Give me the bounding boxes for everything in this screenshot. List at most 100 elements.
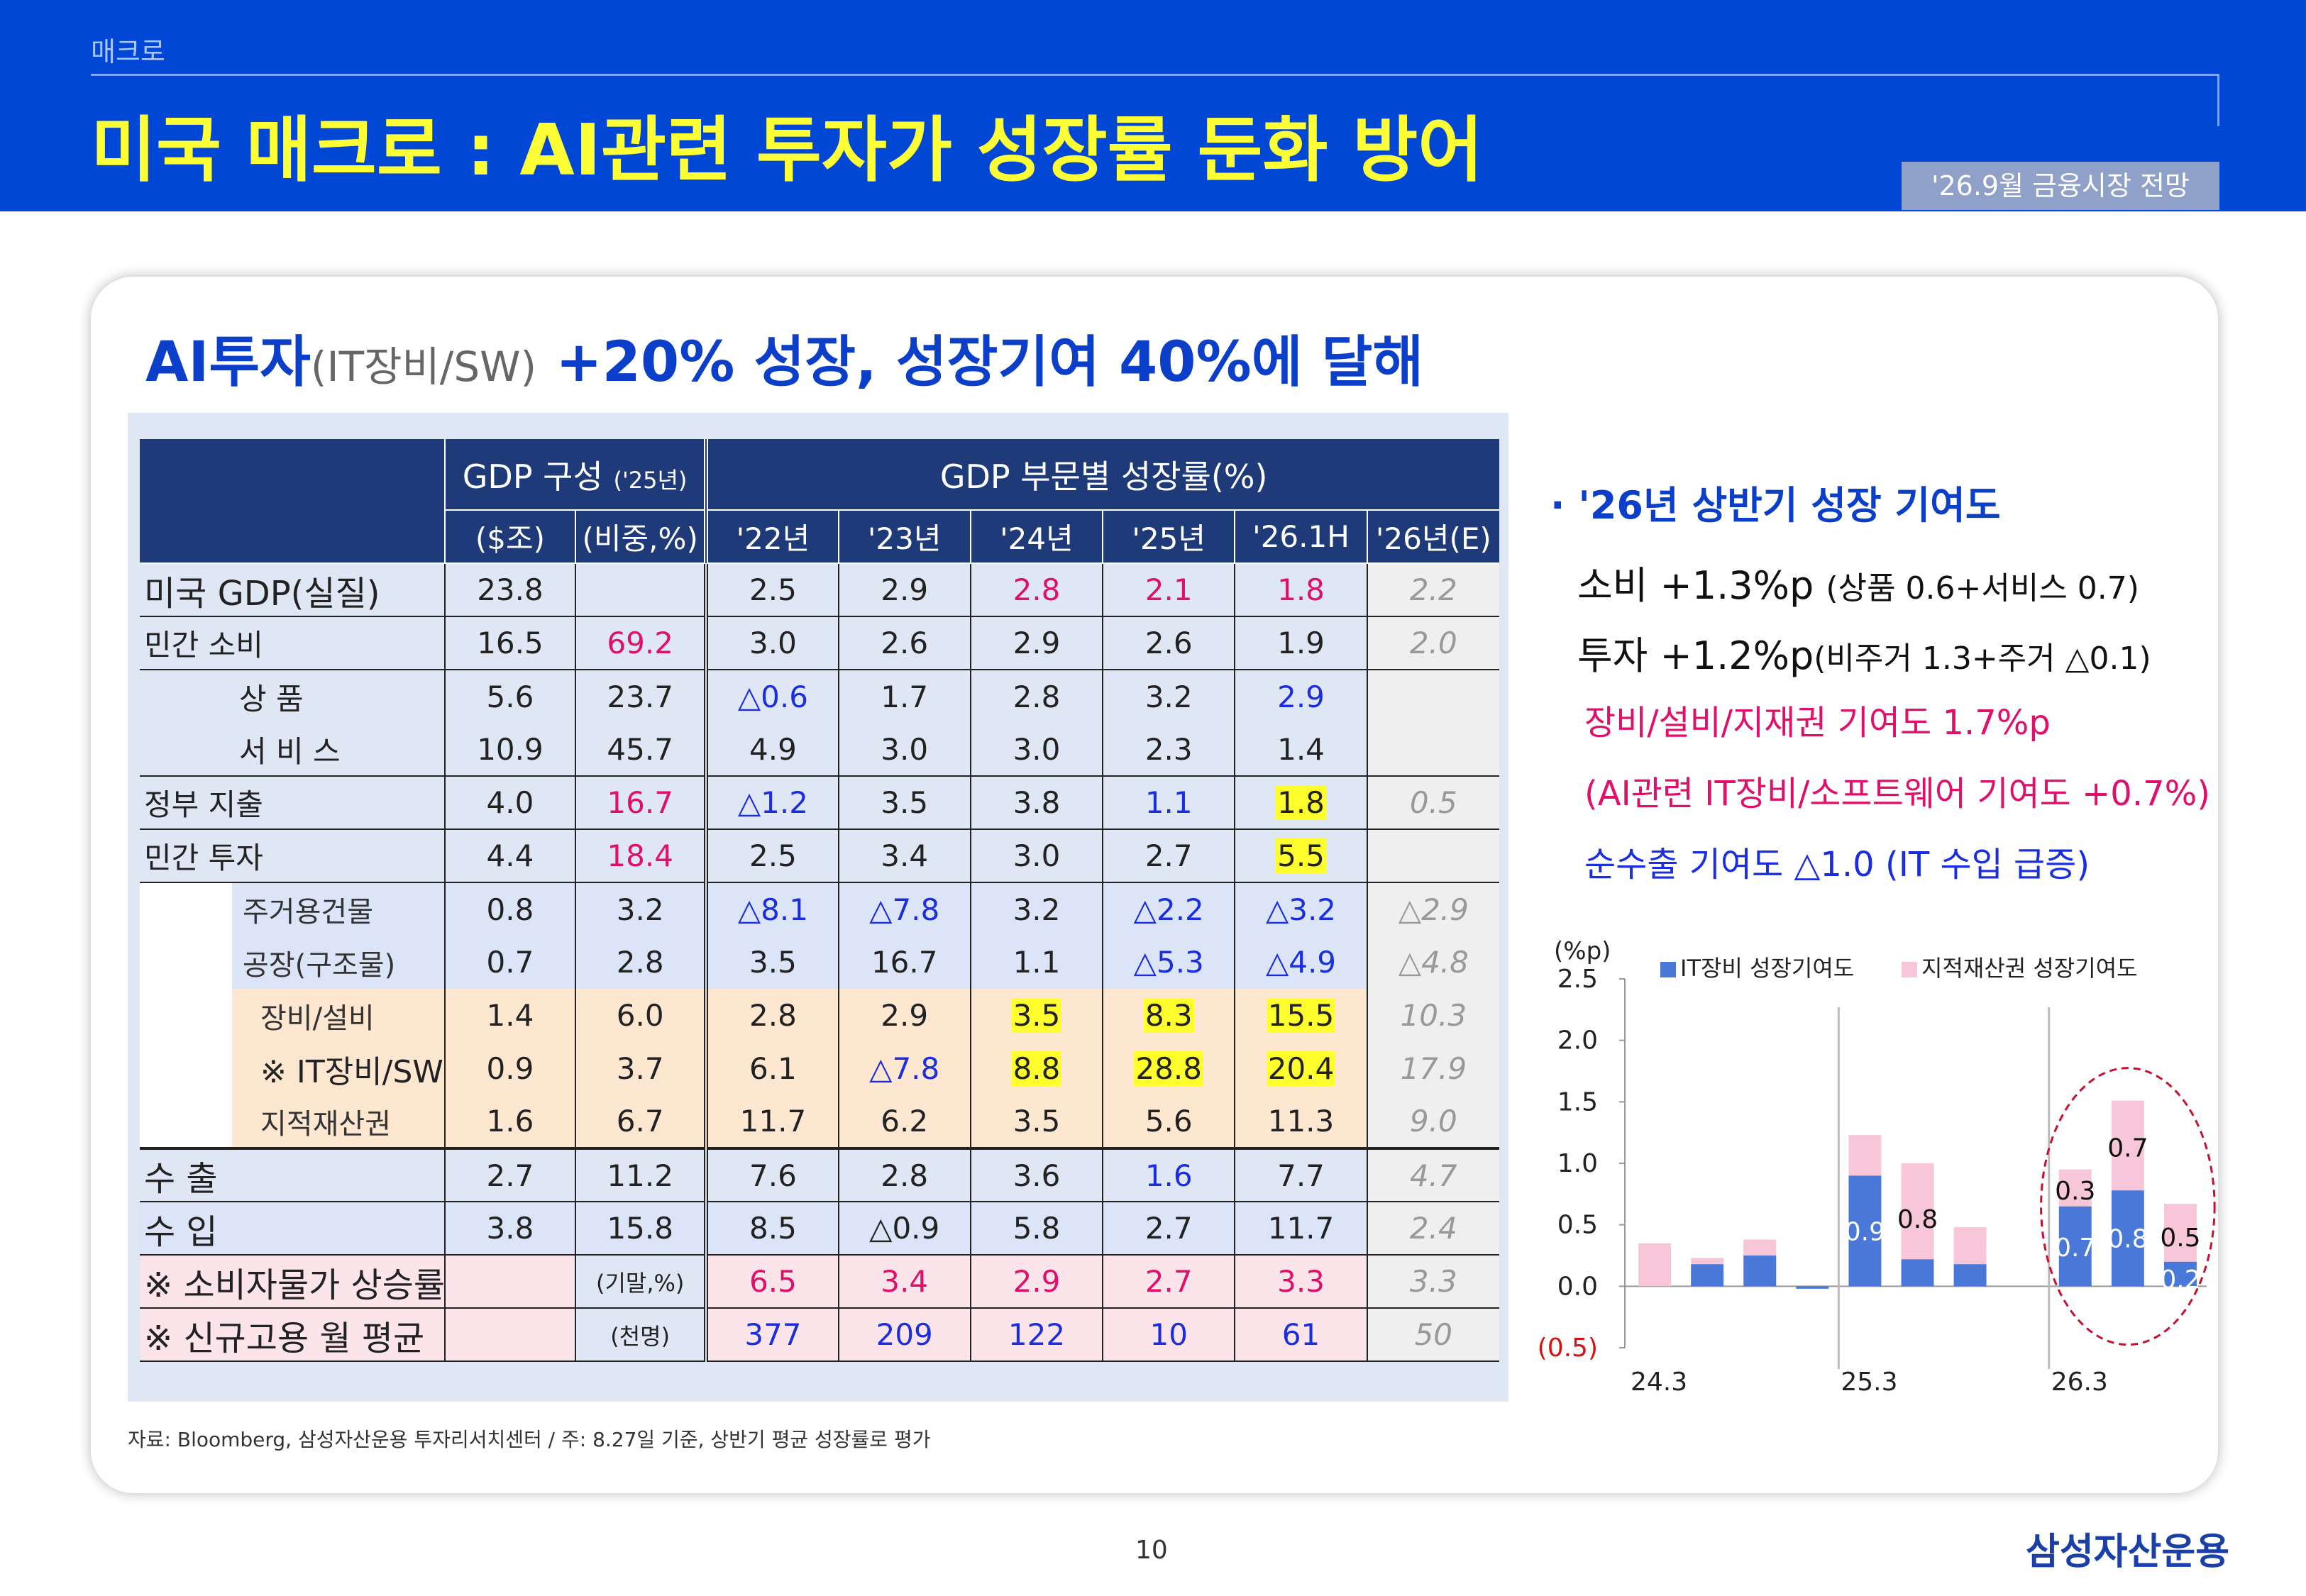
page-title: 미국 매크로 : AI관련 투자가 성장률 둔화 방어 [91,109,1484,192]
table-row: 서 비 스 10.9 45.7 4.9 3.0 3.0 2.3 1.4 [140,723,1499,777]
table-cell: 7.6 [704,1147,839,1202]
bar-value-label: 0.9 [1845,1217,1885,1246]
investment-value: 투자 +1.2%p [1577,633,1814,678]
table-cell: 3.5 [704,936,839,989]
contribution-bullets: · '26년 상반기 성장 기여도 소비 +1.3%p (상품 0.6+서비스 … [1550,474,2217,886]
bullet-equipment: 장비/설비/지재권 기여도 1.7%p [1584,703,2051,743]
bar-it-equipment [2058,1206,2092,1287]
bar-value-label: 0.5 [2160,1224,2200,1253]
bar-it-equipment [1953,1264,1987,1287]
table-cell: △0.6 [704,670,839,723]
table-cell: 16.5 [443,616,576,670]
table-cell: 11.7 [704,1095,839,1149]
bar-intellectual-property [2111,1100,2144,1191]
row-label: 장비/설비 [140,989,445,1042]
table-cell: 16.7 [837,936,971,989]
y-tick-label: 1.5 [1557,1087,1598,1116]
col-header: '25년 [1102,510,1235,564]
row-label: 정부 지출 [140,776,445,830]
highlight-ellipse [2040,1067,2216,1346]
card-title-rest: +20% 성장, 성장기여 40%에 달해 [536,331,1424,394]
gdp-table: GDP 구성 ('25년) GDP 부문별 성장률(%) ($조) (비중,%)… [140,439,1499,1362]
bullets-heading: · '26년 상반기 성장 기여도 [1550,483,2001,528]
table-cell: 2.5 [704,563,839,617]
col-header: '22년 [704,510,839,564]
table-cell: 3.3 [1234,1255,1367,1309]
bar-intellectual-property [2058,1169,2092,1207]
table-cell: 4.7 [1366,1147,1499,1202]
row-label: 서 비 스 [140,723,445,777]
table-cell: 4.0 [443,776,576,830]
bar-it-equipment [2111,1190,2144,1287]
table-cell: 1.1 [1102,776,1235,830]
table-row: 주거용건물 0.8 3.2 △8.1 △7.8 3.2 △2.2 △3.2 △2… [140,882,1499,936]
table-cell: 3.5 [837,776,971,830]
col-header: (비중,%) [575,510,707,564]
y-tick-label: 2.0 [1557,1026,1598,1055]
y-tick-label: (0.5) [1538,1334,1598,1363]
bar-intellectual-property [1848,1135,1882,1176]
table-cell: 2.8 [969,563,1103,617]
table-row: 민간 소비 16.5 69.2 3.0 2.6 2.9 2.6 1.9 2.0 [140,616,1499,670]
table-cell: 1.4 [443,989,576,1042]
legend-label-ip: 지적재산권 성장기여도 [1921,955,2138,982]
row-label: 상 품 [239,681,304,716]
table-cell: 2.6 [1102,616,1235,670]
bar-intellectual-property [1953,1227,1987,1265]
table-subheader-row: ($조) (비중,%) '22년 '23년 '24년 '25년 '26.1H '… [140,510,1499,564]
table-row: ※ IT장비/SW 0.9 3.7 6.1 △7.8 8.8 28.8 20.4… [140,1042,1499,1095]
row-label: 공장(구조물) [140,936,445,989]
card-title-main: AI투자 [145,331,311,394]
table-cell: 3.4 [837,1255,971,1309]
y-tick-label: 1.0 [1557,1149,1598,1178]
page-number: 10 [1135,1536,1168,1565]
bullet-consumption: 소비 +1.3%p (상품 0.6+서비스 0.7) [1577,554,2217,610]
table-cell: 0.7 [443,936,576,989]
table-cell: 10.3 [1366,989,1499,1042]
table-row: 민간 투자 4.4 18.4 2.5 3.4 3.0 2.7 5.5 [140,829,1499,883]
table-cell: 11.3 [1234,1095,1367,1149]
table-cell: 61 [1234,1308,1367,1362]
table-cell: 5.8 [969,1202,1103,1256]
table-cell: 6.0 [575,989,707,1042]
table-cell: 1.6 [1102,1147,1235,1202]
table-cell: 2.8 [704,989,839,1042]
table-cell: 18.4 [575,829,707,883]
table-cell: 1.1 [969,936,1103,989]
y-tick-label: 0.5 [1557,1211,1598,1240]
table-cell [443,1255,576,1309]
col-header: '26.1H [1234,510,1367,564]
table-cell: 15.8 [575,1202,707,1256]
highlighted-value: 8.8 [1011,1051,1062,1086]
row-label: 민간 투자 [140,829,445,883]
table-corner-cell [140,439,445,564]
table-row: 수 출 2.7 11.2 7.6 2.8 3.6 1.6 7.7 4.7 [140,1147,1499,1202]
table-cell: 5.5 [1234,829,1367,883]
table-cell: △2.2 [1102,882,1235,936]
bar-it-equipment [1743,1256,1777,1287]
legend-swatch-ip [1902,962,1917,977]
investment-detail: (비주거 1.3+주거 △0.1) [1814,641,2151,677]
row-label: 수 입 [140,1202,445,1256]
table-cell: 3.2 [1102,670,1235,723]
table-cell: △4.8 [1366,936,1499,989]
table-cell: 50 [1366,1308,1499,1362]
card-title: AI투자(IT장비/SW) +20% 성장, 성장기여 40%에 달해 [145,318,1423,397]
table-cell: 3.0 [837,723,971,777]
table-cell: 0.5 [1366,776,1499,830]
table-cell: 69.2 [575,616,707,670]
table-cell: △3.2 [1234,882,1367,936]
table-cell: △7.8 [837,1042,971,1095]
table-cell: 28.8 [1102,1042,1235,1095]
bar-value-label: 0.7 [2055,1234,2095,1263]
bar-intellectual-property [1638,1243,1672,1287]
table-cell: 2.1 [1102,563,1235,617]
table-cell: 16.7 [575,776,707,830]
x-tick-label: 24.3 [1631,1368,1687,1397]
legend-label-it: IT장비 성장기여도 [1680,955,1854,982]
highlighted-value: 28.8 [1134,1051,1203,1086]
table-cell: 10.9 [443,723,576,777]
bar-intellectual-property [1901,1163,1934,1260]
bar-intellectual-property [2163,1204,2197,1262]
consumption-value: 소비 +1.3%p [1577,563,1814,608]
